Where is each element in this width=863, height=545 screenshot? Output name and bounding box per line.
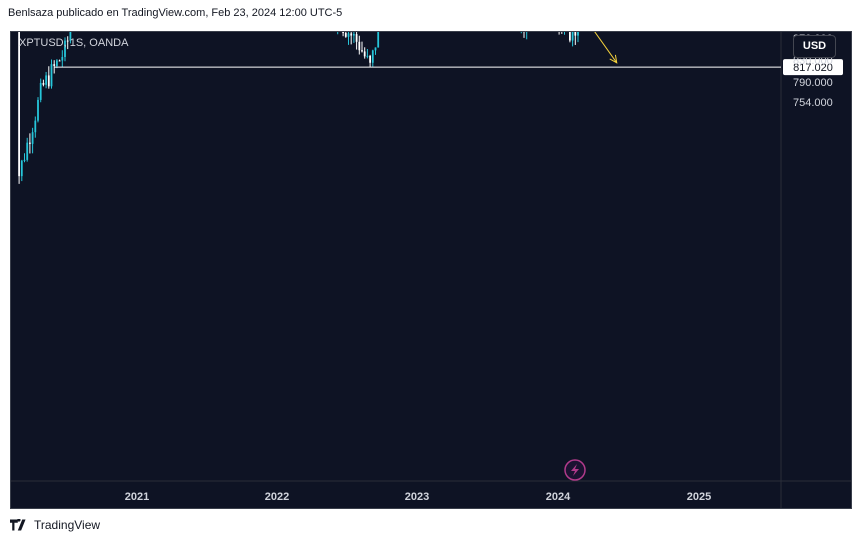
candle-up — [23, 159, 26, 161]
candle-down — [363, 51, 366, 57]
candle-up — [61, 56, 64, 61]
arrow-head — [609, 54, 618, 64]
candle-down — [569, 32, 571, 41]
x-tick-label: 2025 — [687, 491, 711, 503]
x-tick-label: 2023 — [405, 491, 429, 503]
candle-up — [37, 99, 39, 121]
candles-layer — [18, 32, 579, 184]
time-axis[interactable]: 2021 2022 2023 2024 2025 — [125, 491, 711, 503]
candle-up — [34, 120, 37, 133]
lightning-icon[interactable] — [564, 459, 586, 481]
candle-up — [69, 32, 72, 41]
candle-up — [26, 142, 29, 160]
candle-up — [377, 32, 380, 48]
candle-down — [58, 60, 61, 62]
candle-down — [355, 34, 358, 42]
candle-up — [50, 64, 53, 87]
drawings-layer: Directriz Bajista1087.3861022.653919.384… — [54, 32, 843, 76]
x-tick-label: 2022 — [265, 491, 289, 503]
price-label-bg — [783, 59, 843, 76]
candle-up — [571, 32, 574, 41]
candle-down — [574, 32, 577, 36]
symbol-info: XPTUSD, 1S, OANDA — [19, 37, 129, 49]
candle-up — [347, 33, 350, 37]
price-chart[interactable]: Directriz Bajista1087.3861022.653919.384… — [11, 32, 852, 509]
candle-up — [45, 75, 47, 85]
candle-down — [342, 32, 344, 33]
y-tick-label: 754.000 — [793, 97, 833, 109]
candle-up — [20, 160, 23, 177]
candle-down — [350, 33, 353, 36]
tradingview-logo-icon — [10, 519, 26, 531]
candle-down — [369, 55, 371, 63]
x-tick-label: 2021 — [125, 491, 149, 503]
projection-arrow[interactable] — [582, 32, 618, 64]
candle-down — [29, 142, 31, 144]
candle-down — [47, 75, 50, 87]
candle-up — [31, 132, 34, 144]
currency-button[interactable]: USD — [793, 35, 836, 58]
candle-down — [42, 82, 45, 85]
candle-down — [361, 50, 363, 52]
candle-down — [358, 41, 361, 51]
y-tick-label: 790.000 — [793, 77, 833, 89]
candle-down — [344, 32, 347, 37]
candle-up — [56, 60, 58, 66]
candle-up — [374, 47, 377, 51]
candle-up — [577, 32, 579, 36]
y-tick-label: 830.000 — [793, 55, 833, 67]
publisher-attribution: Benlsaza publicado en TradingView.com, F… — [8, 7, 343, 19]
chart-panel[interactable]: Directriz Bajista1087.3861022.653919.384… — [10, 31, 852, 509]
candle-down — [18, 32, 20, 177]
candle-up — [353, 34, 355, 36]
candle-up — [371, 50, 374, 63]
price-label-text: 817.020 — [793, 62, 833, 74]
candle-up — [366, 55, 369, 57]
chart-background — [11, 32, 851, 508]
price-label-box[interactable]: 817.020 — [783, 59, 843, 76]
candle-up — [64, 40, 66, 57]
candle-down — [66, 40, 69, 42]
candle-up — [39, 82, 42, 100]
candle-down — [53, 64, 56, 66]
tradingview-footer[interactable]: TradingView — [10, 518, 100, 532]
x-tick-label: 2024 — [546, 491, 571, 503]
brand-name: TradingView — [34, 518, 101, 532]
